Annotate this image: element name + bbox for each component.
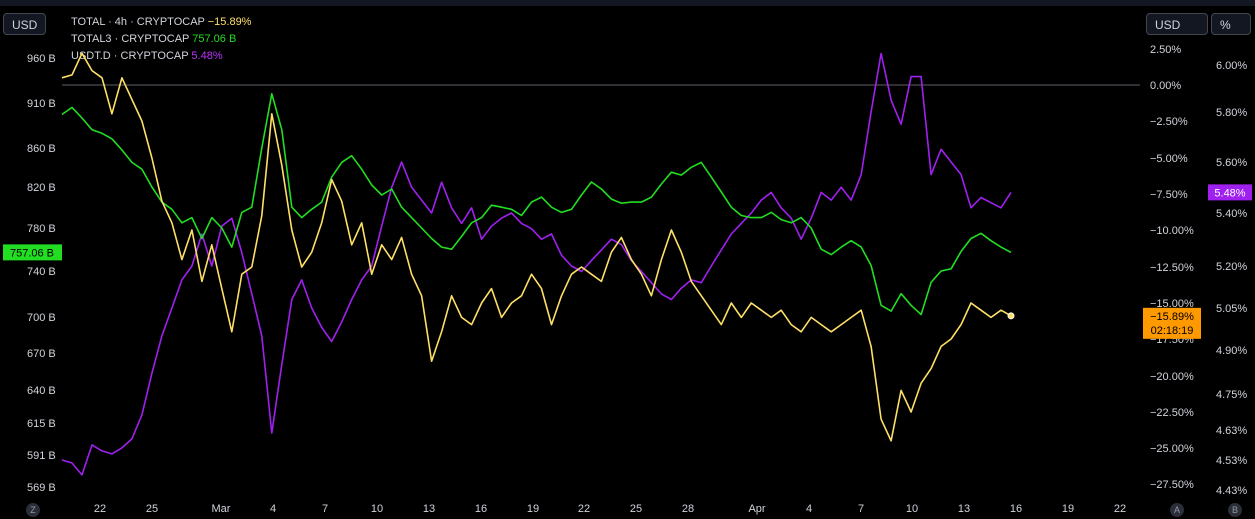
right-pct-axis-tick: 0.00%: [1150, 80, 1181, 92]
left-axis-tick: 860 B: [27, 143, 56, 155]
x-axis-tick: 4: [806, 503, 812, 515]
x-axis-tick: 28: [682, 503, 694, 515]
right-usdt-axis-tick: 6.00%: [1216, 60, 1247, 72]
right-pct-axis-tick: −25.00%: [1150, 443, 1194, 455]
right-pct-axis-tick: −2.50%: [1150, 116, 1188, 128]
x-axis-tick: 25: [146, 503, 158, 515]
series-total3-line: [61, 93, 1012, 316]
right-usdt-axis-tick: 5.80%: [1216, 107, 1247, 119]
left-axis-tick: 700 B: [27, 312, 56, 324]
left-axis-tick: 960 B: [27, 53, 56, 65]
legend-total[interactable]: TOTAL · 4h · CRYPTOCAP −15.89%: [71, 14, 251, 31]
total-value-tag: [1143, 307, 1201, 339]
left-axis-tick: 910 B: [27, 98, 56, 110]
x-axis-tick: 25: [630, 503, 642, 515]
total-countdown-text: 02:18:19: [1151, 325, 1194, 337]
left-axis-tick: 740 B: [27, 266, 56, 278]
currency-right-button[interactable]: USD: [1146, 13, 1208, 35]
series-usdt-line: [61, 52, 1012, 476]
left-axis-tick: 569 B: [27, 482, 56, 494]
percent-scale-button[interactable]: %: [1211, 13, 1251, 35]
x-axis-tick: 7: [322, 503, 328, 515]
x-axis-tick: 22: [94, 503, 106, 515]
right-usdt-axis-tick: 4.43%: [1216, 485, 1247, 497]
total-value-tag-text: −15.89%: [1150, 311, 1194, 323]
legend-usdt-value: 5.48%: [191, 50, 223, 62]
x-axis-tick: 16: [1010, 503, 1022, 515]
total-last-point: [1007, 312, 1015, 320]
right-usdt-axis-tick: 5.60%: [1216, 157, 1247, 169]
right-usdt-axis-tick: 4.63%: [1216, 425, 1247, 437]
left-axis-tick: 640 B: [27, 385, 56, 397]
total3-value-tag: [3, 244, 62, 261]
left-axis-tick: 591 B: [27, 450, 56, 462]
series-total-line: [61, 52, 1012, 442]
legend-usdt[interactable]: USDT.D · CRYPTOCAP 5.48%: [71, 48, 251, 65]
top-toolbar-strip: [0, 0, 1255, 6]
right-usdt-axis-tick: 5.20%: [1216, 261, 1247, 273]
legend-total-symbol: TOTAL · 4h · CRYPTOCAP: [71, 16, 205, 28]
right-usdt-axis-tick: 4.75%: [1216, 389, 1247, 401]
right-usdt-axis-tick: 4.90%: [1216, 345, 1247, 357]
usdt-value-tag: [1208, 184, 1252, 201]
x-axis-tick: 13: [958, 503, 970, 515]
right-pct-axis-tick: −20.00%: [1150, 371, 1194, 383]
right-pct-axis-tick: 2.50%: [1150, 44, 1181, 56]
right-usdt-axis-tick: 4.53%: [1216, 455, 1247, 467]
left-axis-tick: 820 B: [27, 182, 56, 194]
right-pct-axis-tick: −7.50%: [1150, 189, 1188, 201]
legend-total-value: −15.89%: [207, 16, 252, 28]
x-axis-tick: 10: [906, 503, 918, 515]
legend-usdt-symbol: USDT.D · CRYPTOCAP: [71, 50, 189, 62]
left-axis-tick: 615 B: [27, 418, 56, 430]
currency-left-button[interactable]: USD: [3, 13, 47, 35]
x-axis-tick: 13: [423, 503, 435, 515]
x-axis-tick: 19: [527, 503, 539, 515]
x-axis-tick: 22: [1114, 503, 1126, 515]
left-axis-tick: 780 B: [27, 223, 56, 235]
right-pct-axis-tick: −5.00%: [1150, 153, 1188, 165]
right-pct-axis-tick: −22.50%: [1150, 407, 1194, 419]
zoom-reset-button[interactable]: Z: [26, 503, 40, 517]
x-axis-tick: 7: [858, 503, 864, 515]
right-pct-axis-tick: −12.50%: [1150, 262, 1194, 274]
x-axis-tick: Mar: [212, 503, 231, 515]
x-axis-tick: 19: [1062, 503, 1074, 515]
right-pct-axis-tick: −15.00%: [1150, 298, 1194, 310]
right-usdt-axis-tick: 5.05%: [1216, 303, 1247, 315]
x-axis-tick: 4: [270, 503, 276, 515]
right-pct-axis-tick: −27.50%: [1150, 479, 1194, 491]
legend-total3[interactable]: TOTAL3 · CRYPTOCAP 757.06 B: [71, 31, 251, 48]
legend-total3-symbol: TOTAL3 · CRYPTOCAP: [71, 33, 190, 45]
auto-scale-button[interactable]: A: [1170, 503, 1184, 517]
x-axis-tick: 22: [578, 503, 590, 515]
left-axis-tick: 670 B: [27, 348, 56, 360]
chart-legend: TOTAL · 4h · CRYPTOCAP −15.89% TOTAL3 · …: [71, 14, 251, 65]
x-axis-tick: 10: [371, 503, 383, 515]
legend-total3-value: 757.06 B: [192, 33, 237, 45]
usdt-value-tag-text: 5.48%: [1214, 187, 1245, 199]
x-axis-tick: 16: [475, 503, 487, 515]
right-usdt-axis-tick: 5.40%: [1216, 208, 1247, 220]
right-pct-axis-tick: −10.00%: [1150, 225, 1194, 237]
total3-value-tag-text: 757.06 B: [10, 247, 54, 259]
x-axis-tick: Apr: [748, 503, 765, 515]
scale-b-button[interactable]: B: [1228, 503, 1242, 517]
